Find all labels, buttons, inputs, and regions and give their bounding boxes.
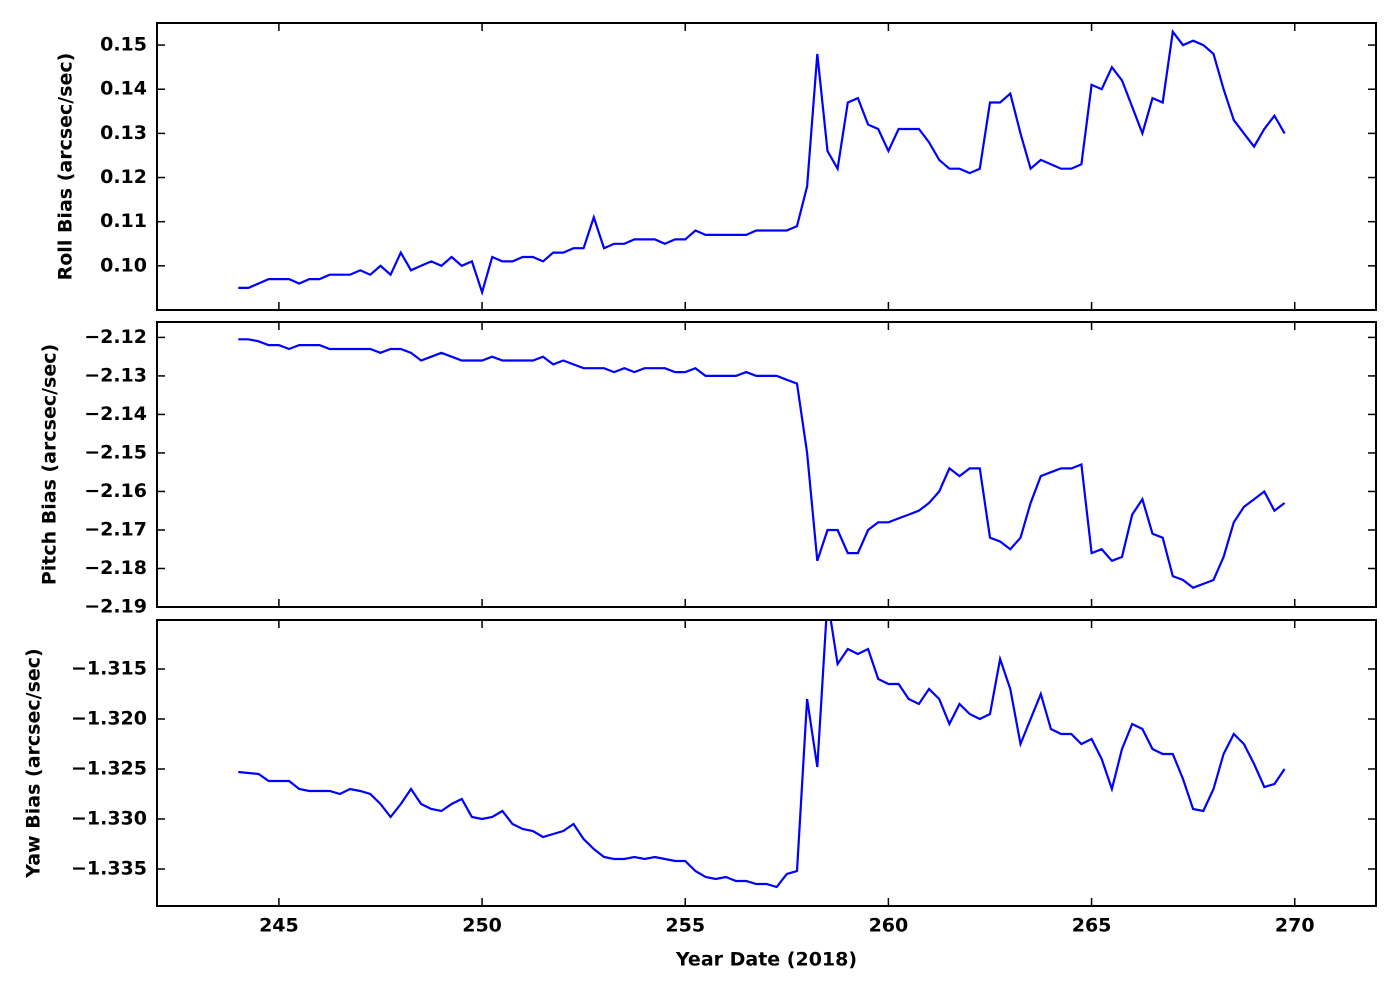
y-tick-label: 0.10 [100,254,147,276]
y-tick-label: −2.17 [84,518,147,540]
y-tick-label: −2.12 [84,326,147,348]
y-tick-label: −2.16 [84,480,147,502]
y-axis-label: Yaw Bias (arcsec/sec) [23,648,45,878]
y-tick-label: −1.325 [71,758,147,780]
data-line [238,620,1286,889]
y-axis-label: Roll Bias (arcsec/sec) [55,53,77,281]
y-tick-label: 0.14 [100,78,147,100]
y-tick-label: −1.320 [71,708,147,730]
x-tick-label: 270 [1275,915,1315,937]
x-tick-label: 245 [259,915,299,937]
x-axis-label: Year Date (2018) [675,949,857,971]
x-tick-label: 260 [869,915,909,937]
y-tick-label: −2.13 [84,364,147,386]
y-tick-label: 0.15 [100,34,147,56]
x-tick-label: 255 [665,915,705,937]
y-tick-label: −2.18 [84,557,147,579]
y-tick-label: 0.12 [100,166,147,188]
y-tick-label: −1.330 [71,808,147,830]
y-axis-label: Pitch Bias (arcsec/sec) [39,344,61,585]
y-tick-label: −2.15 [84,441,147,463]
plot-frame [156,321,1377,608]
y-tick-label: −2.14 [84,403,147,425]
data-line [238,29,1286,297]
data-line [238,338,1286,589]
y-tick-label: −1.335 [71,858,147,880]
x-tick-label: 250 [462,915,502,937]
y-tick-label: −1.315 [71,658,147,680]
y-tick-label: 0.13 [100,122,147,144]
y-tick-label: 0.11 [100,210,147,232]
plot-frame [156,22,1377,311]
x-tick-label: 265 [1072,915,1112,937]
plot-frame [156,619,1377,907]
y-tick-label: −2.19 [84,596,147,618]
